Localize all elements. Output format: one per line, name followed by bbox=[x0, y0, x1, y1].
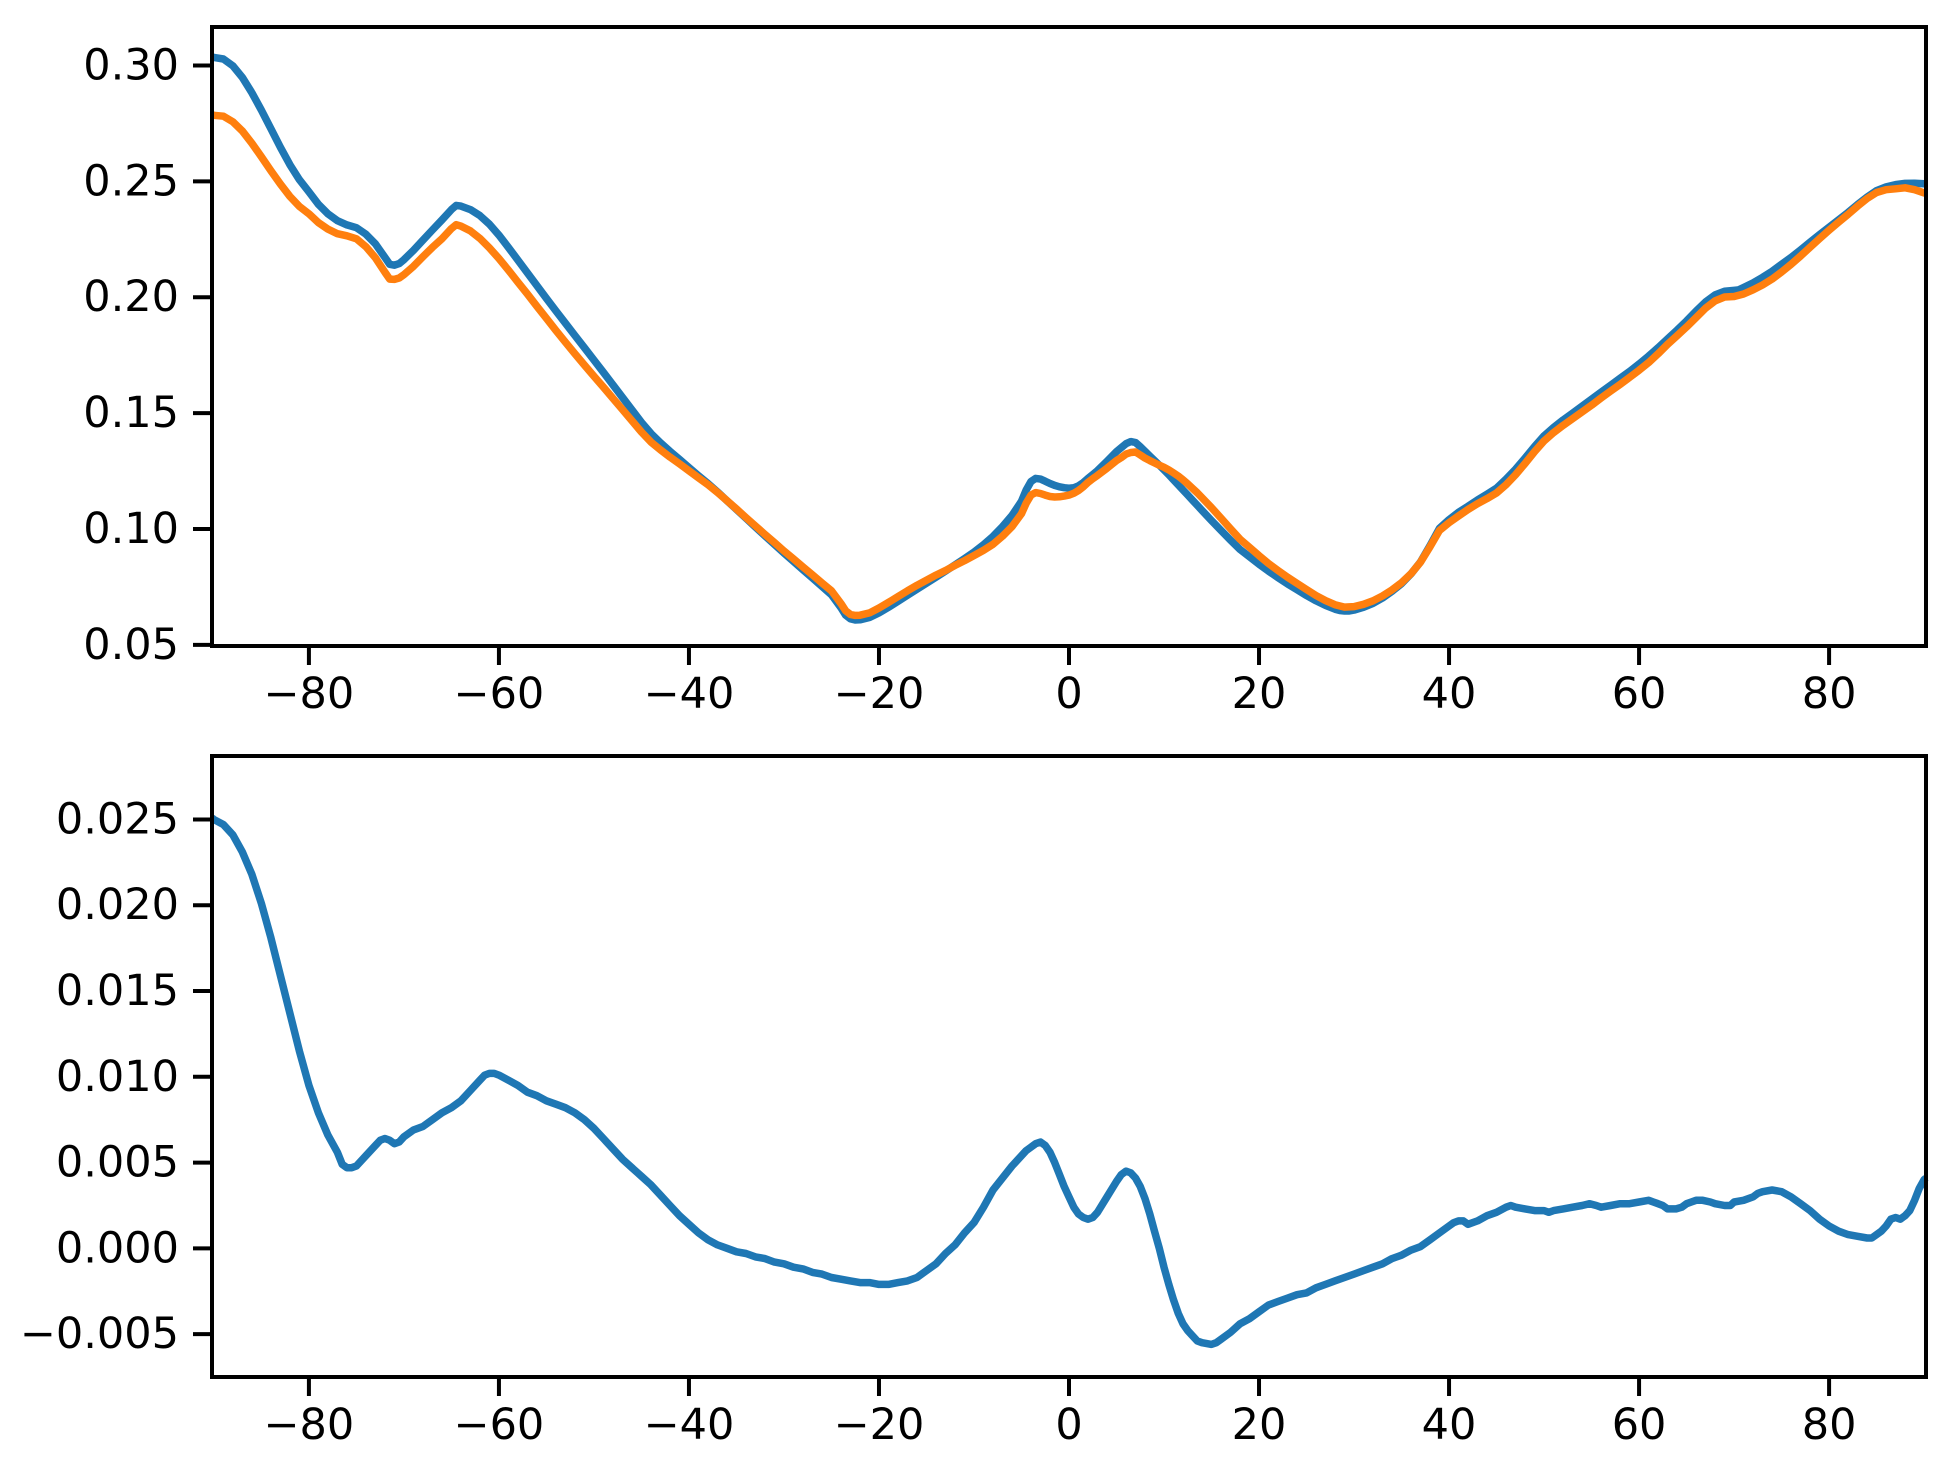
x-tick-label: 20 bbox=[1232, 1400, 1287, 1450]
y-tick-label: 0.15 bbox=[83, 388, 179, 438]
x-tick-label: 40 bbox=[1422, 1400, 1477, 1450]
y-tick-label: 0.005 bbox=[56, 1138, 179, 1188]
y-tick-label: 0.010 bbox=[56, 1052, 179, 1102]
y-tick-label: 0.025 bbox=[56, 794, 179, 844]
x-tick-label: −20 bbox=[834, 669, 925, 719]
x-tick-label: −60 bbox=[454, 1400, 545, 1450]
x-tick-label: 60 bbox=[1612, 669, 1667, 719]
x-tick-label: 40 bbox=[1422, 669, 1477, 719]
x-tick-label: −60 bbox=[454, 669, 545, 719]
x-tick-label: 80 bbox=[1802, 669, 1857, 719]
x-tick-label: 0 bbox=[1055, 669, 1082, 719]
y-tick-label: 0.30 bbox=[83, 40, 179, 90]
x-tick-label: 60 bbox=[1612, 1400, 1667, 1450]
y-tick-label: 0.10 bbox=[83, 504, 179, 554]
top-chart: −80 −60 −40 −20 0 20 40 60 80 0.30 0.25 0.20 0.15 0.1… bbox=[83, 25, 1928, 719]
x-tick-label: 0 bbox=[1055, 1400, 1082, 1450]
bottom-chart: −80 −60 −40 −20 0 20 40 60 80 0.025 0.020 0.015 0.01… bbox=[20, 754, 1929, 1450]
y-tick-label: 0.020 bbox=[56, 880, 179, 930]
x-tick-label: −40 bbox=[644, 669, 735, 719]
y-tick-label: 0.20 bbox=[83, 272, 179, 322]
y-tick-label: 0.000 bbox=[56, 1223, 179, 1273]
x-tick-label: −80 bbox=[264, 669, 355, 719]
bottom-chart-spines bbox=[210, 754, 1928, 1379]
top-chart-spines bbox=[210, 25, 1928, 648]
y-tick-label: 0.25 bbox=[83, 156, 179, 206]
series-2-line bbox=[210, 111, 1928, 620]
x-tick-label: 80 bbox=[1802, 1400, 1857, 1450]
y-tick-label: 0.05 bbox=[83, 620, 179, 670]
difference-line bbox=[209, 815, 1929, 1349]
y-tick-label: 0.015 bbox=[56, 966, 179, 1016]
x-tick-label: −20 bbox=[834, 1400, 925, 1450]
x-tick-label: −80 bbox=[264, 1400, 355, 1450]
x-tick-label: −40 bbox=[644, 1400, 735, 1450]
y-tick-label: −0.005 bbox=[20, 1309, 179, 1359]
x-tick-label: 20 bbox=[1232, 669, 1287, 719]
